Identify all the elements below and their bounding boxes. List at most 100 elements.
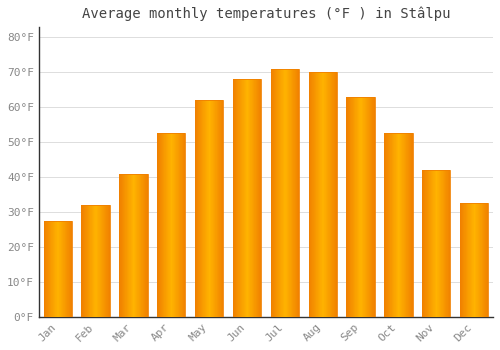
Bar xyxy=(276,69,277,317)
Bar xyxy=(62,221,63,317)
Bar xyxy=(253,79,254,317)
Bar xyxy=(206,100,207,317)
Bar xyxy=(61,221,62,317)
Bar xyxy=(388,133,389,317)
Bar xyxy=(284,69,285,317)
Bar xyxy=(170,133,172,317)
Bar xyxy=(48,221,49,317)
Bar xyxy=(254,79,255,317)
Bar xyxy=(130,174,131,317)
Bar xyxy=(197,100,198,317)
Bar xyxy=(179,133,180,317)
Bar xyxy=(353,97,354,317)
Bar xyxy=(441,170,442,317)
Bar xyxy=(127,174,128,317)
Bar xyxy=(139,174,140,317)
Bar xyxy=(366,97,367,317)
Bar xyxy=(387,133,388,317)
Bar xyxy=(309,72,310,317)
Bar xyxy=(466,203,468,317)
Bar xyxy=(257,79,258,317)
Bar xyxy=(216,100,217,317)
Bar xyxy=(104,205,105,317)
Bar xyxy=(287,69,288,317)
Bar xyxy=(233,79,234,317)
Bar xyxy=(346,97,347,317)
Bar xyxy=(241,79,242,317)
Bar xyxy=(472,203,473,317)
Bar xyxy=(479,203,480,317)
Bar xyxy=(468,203,469,317)
Bar xyxy=(144,174,145,317)
Bar xyxy=(92,205,94,317)
Bar xyxy=(201,100,202,317)
Bar xyxy=(260,79,261,317)
Bar xyxy=(107,205,108,317)
Bar xyxy=(258,79,259,317)
Bar xyxy=(389,133,390,317)
Bar xyxy=(180,133,181,317)
Bar xyxy=(308,72,309,317)
Bar xyxy=(174,133,176,317)
Bar xyxy=(83,205,84,317)
Bar xyxy=(58,221,59,317)
Bar xyxy=(449,170,450,317)
Bar xyxy=(248,79,250,317)
Bar xyxy=(478,203,479,317)
Bar xyxy=(273,69,274,317)
Bar xyxy=(460,203,488,317)
Bar xyxy=(106,205,107,317)
Bar xyxy=(474,203,476,317)
Bar xyxy=(59,221,60,317)
Bar xyxy=(433,170,434,317)
Bar xyxy=(485,203,486,317)
Bar xyxy=(486,203,487,317)
Bar xyxy=(399,133,400,317)
Bar xyxy=(102,205,103,317)
Bar xyxy=(432,170,433,317)
Bar xyxy=(126,174,127,317)
Bar xyxy=(357,97,358,317)
Bar xyxy=(256,79,257,317)
Bar xyxy=(221,100,222,317)
Bar xyxy=(250,79,251,317)
Bar xyxy=(223,100,224,317)
Bar xyxy=(176,133,177,317)
Bar xyxy=(173,133,174,317)
Bar xyxy=(364,97,365,317)
Bar xyxy=(422,170,450,317)
Bar xyxy=(121,174,122,317)
Bar xyxy=(213,100,214,317)
Bar xyxy=(207,100,208,317)
Bar xyxy=(236,79,237,317)
Bar xyxy=(162,133,163,317)
Bar xyxy=(483,203,484,317)
Bar xyxy=(312,72,313,317)
Bar xyxy=(356,97,357,317)
Bar xyxy=(395,133,396,317)
Bar xyxy=(333,72,334,317)
Bar xyxy=(293,69,294,317)
Bar xyxy=(437,170,438,317)
Bar xyxy=(259,79,260,317)
Bar xyxy=(434,170,435,317)
Bar xyxy=(439,170,440,317)
Bar xyxy=(69,221,70,317)
Bar xyxy=(334,72,335,317)
Bar xyxy=(332,72,333,317)
Bar xyxy=(66,221,67,317)
Bar xyxy=(372,97,373,317)
Bar xyxy=(195,100,224,317)
Bar xyxy=(183,133,184,317)
Bar xyxy=(94,205,95,317)
Bar xyxy=(51,221,52,317)
Bar xyxy=(351,97,352,317)
Bar xyxy=(385,133,386,317)
Bar xyxy=(219,100,220,317)
Bar xyxy=(209,100,210,317)
Bar xyxy=(82,205,83,317)
Bar xyxy=(204,100,205,317)
Bar xyxy=(346,97,375,317)
Bar xyxy=(425,170,426,317)
Title: Average monthly temperatures (°F ) in Stâlpu: Average monthly temperatures (°F ) in St… xyxy=(82,7,450,21)
